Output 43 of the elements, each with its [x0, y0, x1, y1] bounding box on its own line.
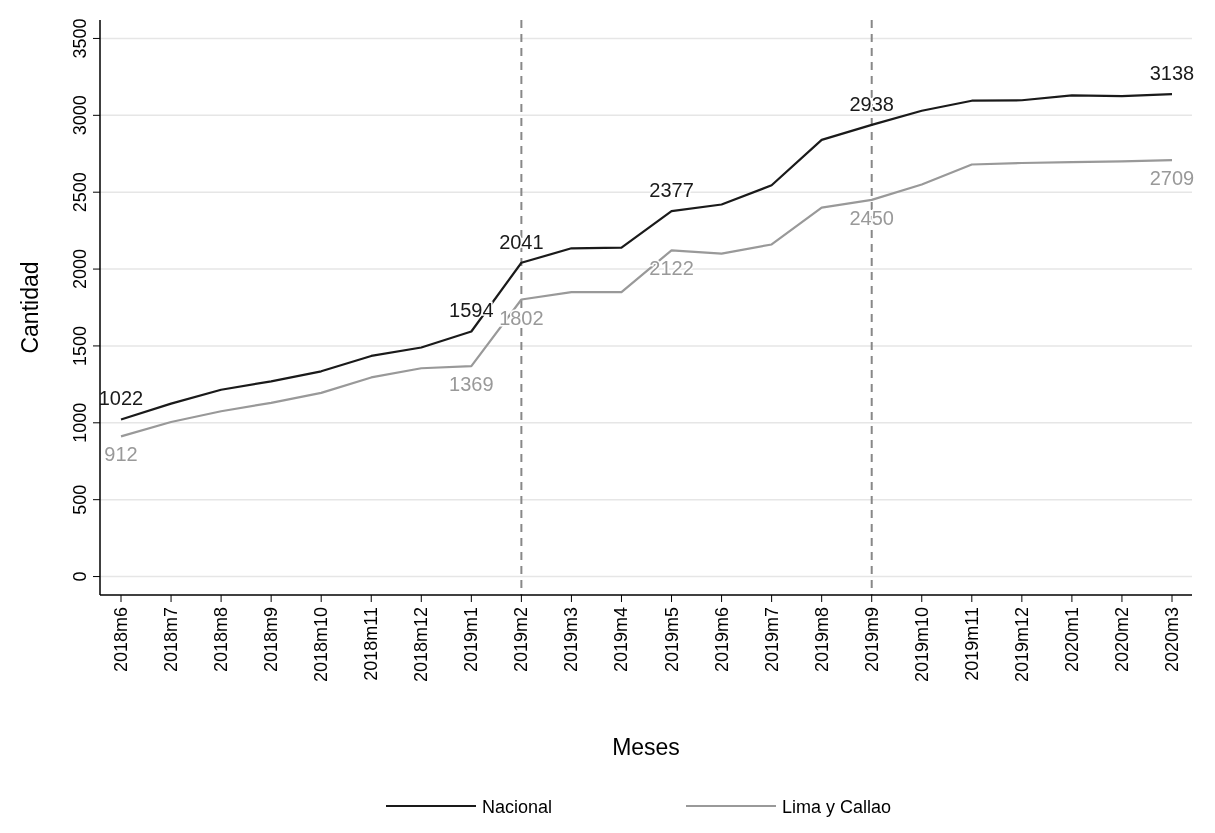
x-tick-label: 2020m3: [1162, 607, 1182, 673]
x-tick-label: 2018m11: [361, 607, 382, 681]
x-tick-label: 2018m10: [311, 607, 332, 683]
x-tick-label: 2018m7: [161, 607, 182, 673]
x-tick-label: 2019m3: [561, 607, 582, 673]
x-tick-label: 2019m4: [611, 607, 632, 673]
y-tick-label: 2000: [70, 249, 90, 290]
legend-label: Nacional: [482, 797, 553, 817]
data-label: 3138: [1149, 62, 1195, 85]
y-axis-title: Cantidad: [17, 261, 43, 354]
data-label: 2041: [499, 230, 544, 253]
y-tick-label: 1500: [70, 325, 90, 366]
x-tick-label: 2019m8: [811, 607, 832, 673]
y-tick-label: 1000: [70, 402, 90, 443]
x-tick-label: 2019m12: [1011, 607, 1032, 683]
data-label: 1369: [449, 373, 494, 396]
legend-label: Lima y Callao: [782, 797, 892, 817]
data-label: 2938: [849, 92, 894, 115]
data-label: 2450: [849, 206, 894, 229]
x-tick-label: 2019m7: [761, 607, 782, 673]
x-tick-label: 2018m8: [211, 607, 232, 673]
x-tick-label: 2020m1: [1061, 607, 1082, 673]
y-tick-label: 2500: [70, 172, 90, 213]
y-tick-label: 500: [70, 484, 90, 515]
y-tick-label: 0: [70, 571, 90, 582]
x-tick-label: 2019m2: [511, 607, 532, 673]
data-label: 2122: [649, 257, 694, 280]
x-tick-label: 2019m10: [911, 607, 932, 683]
x-tick-label: 2019m9: [861, 607, 882, 673]
data-label: 2709: [1149, 167, 1195, 190]
data-label: 2377: [649, 179, 694, 202]
x-tick-label: 2018m9: [261, 607, 282, 673]
y-tick-label: 3000: [70, 95, 90, 136]
x-tick-label: 2018m6: [111, 607, 131, 673]
x-tick-label: 2019m6: [711, 607, 732, 673]
x-tick-label: 2020m2: [1111, 607, 1132, 673]
x-tick-label: 2019m1: [461, 607, 482, 673]
x-axis-title: Meses: [612, 734, 680, 760]
data-label: 912: [104, 443, 138, 466]
x-tick-label: 2019m11: [961, 607, 982, 681]
x-tick-label: 2018m12: [411, 607, 432, 683]
x-tick-label: 2019m5: [661, 607, 682, 673]
y-tick-label: 3500: [70, 18, 90, 59]
